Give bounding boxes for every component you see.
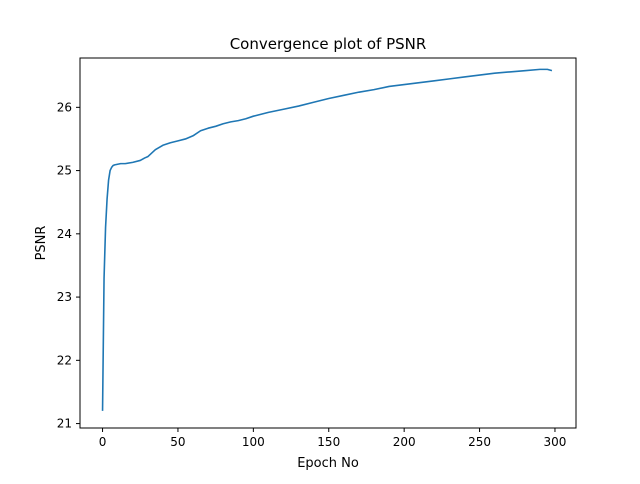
y-tick-label: 25	[57, 164, 72, 178]
x-axis-label: Epoch No	[297, 456, 359, 471]
plot-area-frame	[79, 57, 577, 429]
chart-title: Convergence plot of PSNR	[230, 35, 427, 53]
x-axis-ticks: 0 50 100 150 200 250 300	[99, 428, 567, 449]
x-tick-label: 250	[468, 435, 491, 449]
y-tick-label: 24	[57, 227, 72, 241]
y-axis-ticks: 21 22 23 24 25 26	[57, 100, 80, 431]
x-tick-label: 50	[170, 435, 185, 449]
y-axis-label: PSNR	[34, 226, 49, 261]
y-tick-label: 21	[57, 417, 72, 431]
x-tick-label: 300	[544, 435, 567, 449]
y-tick-label: 22	[57, 353, 72, 367]
x-tick-label: 150	[317, 435, 340, 449]
x-tick-label: 0	[99, 435, 107, 449]
y-tick-label: 23	[57, 290, 72, 304]
y-tick-label: 26	[57, 100, 72, 114]
psnr-series-line	[101, 68, 553, 411]
x-tick-label: 100	[242, 435, 265, 449]
x-tick-label: 200	[393, 435, 416, 449]
